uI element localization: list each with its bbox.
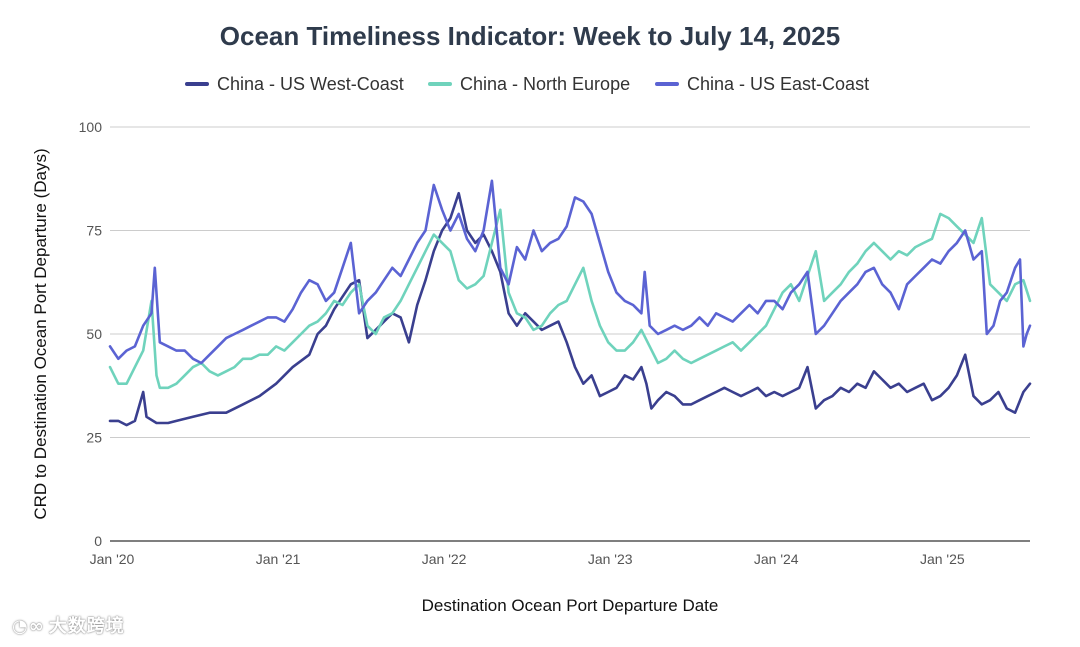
series-line-0 (108, 191, 1032, 427)
x-axis-ticks: Jan '20 Jan '21 Jan '22 Jan '23 Jan '24 Jan '… (90, 551, 965, 567)
x-tick-label: Jan '22 (422, 551, 467, 567)
y-axis-ticks: 0 25 50 75 100 (79, 119, 103, 549)
watermark: ◔∞ 大数跨境 (12, 612, 125, 638)
x-axis-title: Destination Ocean Port Departure Date (422, 596, 719, 615)
legend-label: China - US East-Coast (687, 74, 869, 94)
y-tick-label: 50 (86, 326, 102, 342)
watermark-logo-icon: ◔∞ (12, 616, 45, 637)
y-axis-title: CRD to Destination Ocean Port Departure … (31, 148, 50, 519)
x-tick-label: Jan '25 (920, 551, 965, 567)
series-lines (108, 179, 1032, 427)
chart-legend: China - US West-Coast China - North Europ… (185, 74, 869, 94)
chart-title: Ocean Timeliness Indicator: Week to July… (220, 21, 840, 51)
series-line-2 (108, 179, 1032, 365)
x-tick-label: Jan '24 (754, 551, 799, 567)
x-tick-label: Jan '21 (256, 551, 301, 567)
y-tick-label: 75 (86, 223, 102, 239)
y-tick-label: 25 (86, 430, 102, 446)
series-line-1 (108, 208, 1032, 390)
gridlines (110, 126, 1030, 542)
legend-label: China - US West-Coast (217, 74, 404, 94)
watermark-text: 大数跨境 (48, 616, 125, 637)
y-tick-label: 100 (79, 119, 103, 135)
y-tick-label: 0 (94, 533, 102, 549)
x-tick-label: Jan '23 (588, 551, 633, 567)
legend-label: China - North Europe (460, 74, 630, 94)
x-tick-label: Jan '20 (90, 551, 135, 567)
